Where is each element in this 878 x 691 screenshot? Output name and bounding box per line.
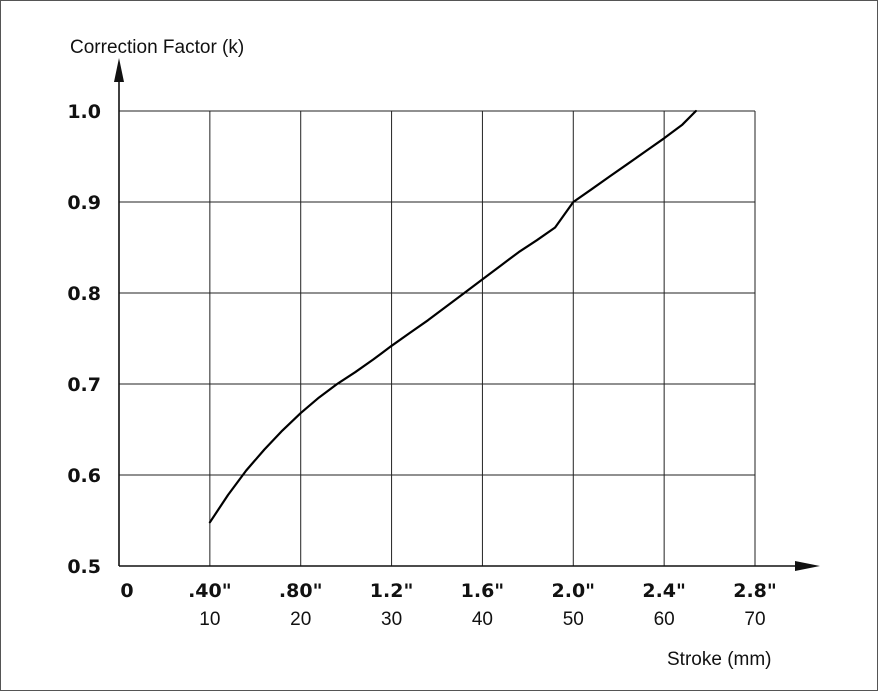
x-tick-mm-label: 30: [381, 609, 402, 630]
x-tick-inch-label: 1.6": [461, 580, 505, 602]
x-tick-mm-label: 70: [744, 609, 765, 630]
y-tick-label: 0.5: [67, 556, 101, 578]
tick-labels: 0.5 0.6 0.7 0.8 0.9 1.0 0 .40" 10 .80" 20 1.2" 30 1.6…: [67, 101, 776, 630]
y-tick-label: 0.8: [67, 283, 101, 305]
y-tick-label: 0.6: [67, 465, 101, 487]
y-tick-label: 1.0: [67, 101, 101, 123]
x-tick-mm-label: 20: [290, 609, 311, 630]
y-tick-label: 0.7: [67, 374, 101, 396]
x-tick-inch-label: 1.2": [370, 580, 414, 602]
series-group: [208, 109, 698, 524]
axes: [114, 58, 820, 571]
x-tick-inch-label: 2.4": [642, 580, 686, 602]
x-tick-inch-label: 0: [120, 580, 133, 602]
x-tick-inch-label: 2.8": [733, 580, 777, 602]
x-tick-inch-label: .40": [188, 580, 232, 602]
x-axis-arrow-icon: [795, 561, 820, 571]
x-tick-mm-label: 60: [654, 609, 675, 630]
x-axis-title: Stroke (mm): [667, 649, 772, 670]
x-tick-mm-label: 50: [563, 609, 584, 630]
x-tick-inch-label: .80": [279, 580, 323, 602]
y-axis-title: Correction Factor (k): [70, 37, 244, 58]
grid: [119, 110, 756, 566]
x-tick-inch-label: 2.0": [552, 580, 596, 602]
x-tick-mm-label: 40: [472, 609, 493, 630]
x-tick-mm-label: 10: [199, 609, 220, 630]
y-tick-label: 0.9: [67, 192, 101, 214]
y-axis-arrow-icon: [114, 58, 124, 82]
series-line-0: [208, 109, 698, 524]
